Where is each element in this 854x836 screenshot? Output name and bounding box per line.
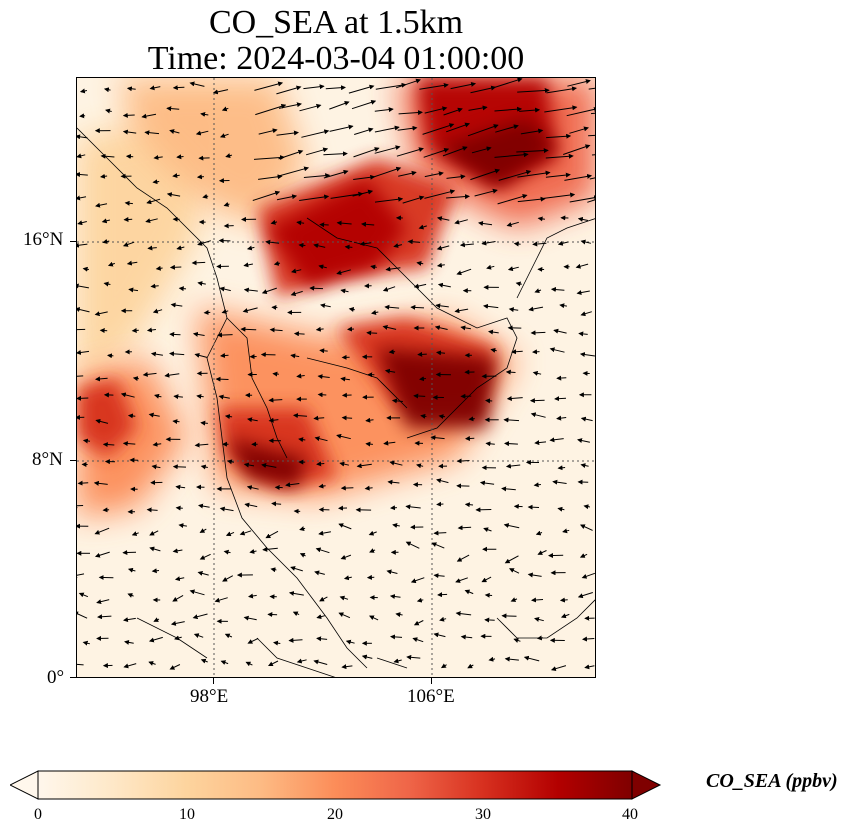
coastlines <box>77 127 595 677</box>
colorbar-high-extend <box>631 770 662 800</box>
lat-label-0: 0° <box>47 667 65 688</box>
colorbar <box>10 770 662 800</box>
lon-label-98e: 98°E <box>190 686 229 707</box>
colorbar-tick-40: 40 <box>622 806 638 823</box>
lon-tick-98e <box>213 678 214 684</box>
lat-label-16n: 16°N <box>23 229 64 250</box>
colorbar-tick-10: 10 <box>179 806 195 823</box>
lat-tick-0 <box>70 677 76 678</box>
lat-label-8n: 8°N <box>32 449 63 470</box>
colorbar-tick-20: 20 <box>327 806 343 823</box>
colorbar-gradient <box>38 771 632 799</box>
co-field <box>77 78 595 518</box>
colorbar-label: CO_SEA (ppbv) <box>706 770 838 792</box>
co-concentration-map <box>76 77 596 678</box>
lat-tick-8n <box>70 460 76 461</box>
lon-label-106e: 106°E <box>407 686 455 707</box>
colorbar-tick-30: 30 <box>475 806 491 823</box>
colorbar-low-extend <box>10 770 39 800</box>
gridlines <box>77 78 595 677</box>
colorbar-tick-0: 0 <box>34 806 42 823</box>
wind-vectors <box>77 78 595 672</box>
lon-tick-106e <box>431 678 432 684</box>
lat-tick-16n <box>70 241 76 242</box>
map-title: CO_SEA at 1.5km <box>208 4 464 41</box>
map-timestamp: Time: 2024-03-04 01:00:00 <box>147 40 525 77</box>
